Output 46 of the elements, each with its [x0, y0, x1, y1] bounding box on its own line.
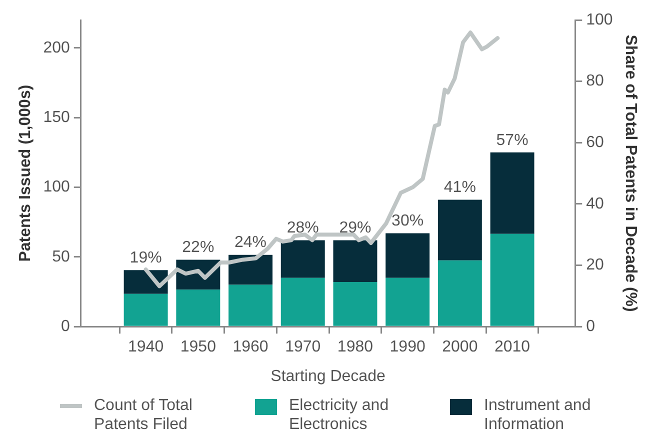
legend-label: Count of Total Patents Filed [94, 396, 194, 434]
bar [438, 200, 482, 260]
annotation: 41% [444, 179, 476, 196]
annotation: 30% [392, 212, 424, 230]
bar [490, 152, 534, 234]
y2-tick-label: 40 [586, 195, 604, 212]
y2-tick-label: 80 [586, 72, 604, 90]
annotation: 19% [130, 250, 162, 267]
bar [176, 290, 220, 326]
bar [333, 240, 378, 282]
y2-tick-label: 20 [586, 256, 604, 274]
bar [280, 278, 325, 326]
y-axis-title: Patents Issued (1,000s) [17, 84, 34, 262]
bar [386, 233, 430, 278]
annotation: 29% [339, 220, 372, 237]
bar [333, 282, 378, 326]
y2-tick-label: 100 [586, 11, 613, 28]
annotation: 57% [496, 132, 528, 149]
bar [124, 294, 168, 326]
x-axis-title: Starting Decade [270, 368, 386, 385]
x-tick-label: 1950 [180, 338, 216, 356]
bar [438, 260, 482, 326]
annotation: 22% [182, 239, 214, 256]
y2-tick-label: 0 [586, 318, 596, 336]
bar [490, 234, 534, 326]
x-tick-label: 1960 [232, 338, 268, 356]
bar [280, 240, 325, 278]
y2-tick-label: 60 [586, 134, 604, 152]
bar [386, 278, 430, 326]
x-tick-label: 1940 [128, 338, 164, 356]
y-tick-label: 100 [43, 178, 70, 196]
legend-label: Instrument and Information [484, 396, 592, 434]
legend-label: Electricity and Electronics [289, 396, 390, 434]
x-tick-label: 1970 [285, 338, 321, 356]
bar [228, 284, 273, 326]
y-tick-label: 200 [43, 39, 70, 56]
y-tick-label: 50 [52, 248, 70, 266]
y-tick-label: 0 [60, 318, 70, 336]
y-tick-label: 150 [43, 108, 70, 126]
annotation: 24% [234, 234, 267, 252]
x-tick-label: 2010 [494, 338, 530, 356]
y2-axis-title: Share of Total Patents in Decade (%) [622, 34, 639, 312]
x-tick-label: 1990 [390, 338, 426, 356]
x-tick-label: 1980 [337, 338, 374, 356]
annotation: 28% [286, 220, 319, 237]
x-tick-label: 2000 [442, 338, 478, 356]
